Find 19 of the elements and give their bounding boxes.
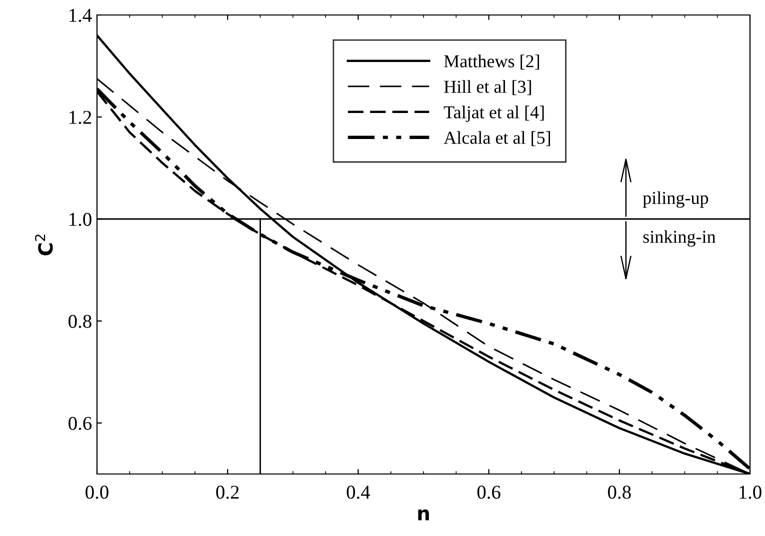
y-tick-label: 0.6 [68,416,92,430]
x-tick-label: 0.0 [86,486,108,499]
legend-label: Matthews [2] [444,54,540,70]
annotation: sinking-in [643,230,716,247]
x-tick-label: 0.2 [216,486,239,499]
legend-label: Alcala et al [5] [444,131,550,146]
x-tick-label: 0.8 [608,486,631,499]
annotation: piling-up [642,191,708,208]
legend-label: Hill et al [3] [444,80,531,96]
x-tick-label: 0.4 [346,486,370,499]
x-tick-label: 0.6 [477,486,500,499]
legend-label: Taljat et al [4] [444,106,544,122]
y-axis-title: C$^{2}$ [34,234,53,256]
y-tick-label: 1.0 [70,212,92,226]
x-tick-label: 1.0 [740,486,762,499]
y-tick-label: 0.8 [68,314,92,328]
y-tick-label: 1.4 [70,8,92,22]
y-tick-label: 1.2 [70,110,92,124]
x-axis-title: n [418,509,429,520]
